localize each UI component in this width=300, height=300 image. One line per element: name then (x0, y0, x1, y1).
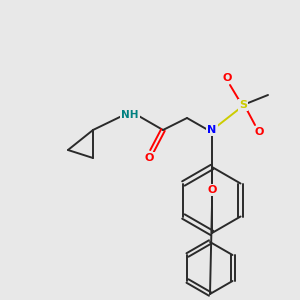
Text: S: S (239, 100, 247, 110)
Text: N: N (207, 125, 217, 135)
Text: O: O (254, 127, 264, 137)
Text: O: O (144, 153, 154, 163)
Text: O: O (207, 185, 217, 195)
Text: NH: NH (121, 110, 139, 120)
Text: O: O (222, 73, 232, 83)
